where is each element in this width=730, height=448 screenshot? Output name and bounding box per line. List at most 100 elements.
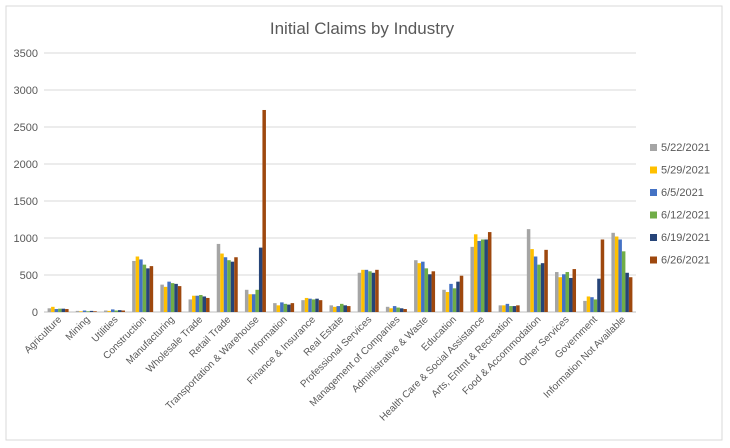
bar bbox=[93, 311, 97, 312]
bar bbox=[414, 260, 418, 312]
bar bbox=[149, 266, 154, 312]
bar bbox=[174, 283, 178, 312]
legend-label: 6/19/2021 bbox=[661, 232, 710, 244]
bar bbox=[421, 261, 425, 312]
bar bbox=[283, 303, 288, 312]
bar bbox=[234, 257, 238, 312]
y-tick-label: 3500 bbox=[14, 48, 38, 60]
bar bbox=[385, 306, 390, 312]
bar bbox=[336, 306, 340, 312]
legend: 5/22/2021 5/29/2021 6/5/2021 6/12/2021 6/19/… bbox=[650, 142, 710, 267]
bar bbox=[89, 310, 94, 312]
bar bbox=[343, 305, 347, 312]
bar bbox=[65, 309, 69, 312]
bar bbox=[262, 109, 266, 312]
bar bbox=[110, 309, 115, 312]
bar bbox=[333, 306, 337, 312]
bar bbox=[82, 310, 87, 312]
bar bbox=[177, 286, 182, 312]
y-tick-label: 500 bbox=[20, 270, 38, 282]
bar bbox=[459, 275, 464, 312]
bar bbox=[389, 308, 393, 312]
bar bbox=[540, 263, 545, 312]
bar bbox=[618, 239, 622, 312]
y-tick-label: 2000 bbox=[14, 159, 38, 171]
bar bbox=[216, 243, 221, 312]
legend-label: 6/5/2021 bbox=[661, 187, 704, 199]
bar bbox=[227, 260, 231, 312]
bar bbox=[565, 272, 570, 312]
bar bbox=[54, 309, 59, 312]
bar bbox=[114, 310, 118, 312]
bar bbox=[449, 283, 453, 312]
bar bbox=[255, 289, 259, 312]
bar bbox=[329, 305, 333, 312]
bar bbox=[188, 299, 193, 312]
bar bbox=[290, 303, 295, 312]
bar bbox=[347, 306, 351, 312]
bar bbox=[318, 300, 323, 312]
bar bbox=[139, 259, 143, 312]
legend-swatch bbox=[650, 256, 657, 264]
legend-label: 6/26/2021 bbox=[661, 255, 710, 267]
bar bbox=[364, 269, 369, 312]
bar bbox=[160, 284, 164, 312]
bar bbox=[442, 289, 446, 312]
bar bbox=[117, 310, 122, 312]
bar bbox=[375, 269, 379, 312]
bar bbox=[533, 256, 538, 312]
bar bbox=[562, 274, 566, 312]
bar bbox=[593, 299, 598, 312]
bar bbox=[47, 308, 52, 312]
y-axis-ticks: 0 500 1000 1500 2000 2500 3000 3500 bbox=[14, 48, 38, 319]
bar bbox=[403, 309, 407, 312]
bar bbox=[192, 295, 196, 312]
bar bbox=[163, 286, 168, 312]
bar bbox=[301, 300, 305, 312]
bar bbox=[61, 308, 66, 312]
bar bbox=[625, 272, 629, 312]
bar bbox=[572, 269, 577, 312]
bar bbox=[167, 281, 171, 312]
bar bbox=[276, 305, 281, 312]
bar bbox=[340, 303, 344, 312]
bar bbox=[431, 271, 436, 312]
bar bbox=[361, 269, 365, 312]
legend-label: 6/12/2021 bbox=[661, 210, 710, 222]
bars bbox=[47, 109, 633, 312]
bar bbox=[526, 229, 531, 312]
bar bbox=[244, 289, 249, 312]
y-tick-label: 1000 bbox=[14, 233, 38, 245]
bar bbox=[544, 249, 548, 312]
bar bbox=[223, 257, 228, 312]
bar bbox=[273, 303, 277, 312]
bar bbox=[502, 305, 506, 312]
bar bbox=[621, 251, 626, 312]
bar bbox=[452, 288, 457, 312]
y-tick-label: 2500 bbox=[14, 122, 38, 134]
bar bbox=[477, 240, 481, 312]
bar bbox=[248, 294, 252, 312]
bar bbox=[417, 263, 422, 312]
bar bbox=[251, 294, 256, 312]
y-tick-label: 1500 bbox=[14, 196, 38, 208]
y-tick-label: 0 bbox=[32, 307, 38, 319]
bar bbox=[428, 274, 432, 312]
bar bbox=[357, 272, 362, 312]
bar bbox=[473, 234, 478, 312]
legend-label: 5/29/2021 bbox=[661, 165, 710, 177]
bar bbox=[628, 277, 633, 312]
bar bbox=[470, 246, 474, 312]
bar bbox=[505, 303, 510, 312]
bar bbox=[287, 304, 291, 312]
bar bbox=[103, 310, 108, 312]
bar bbox=[509, 306, 513, 312]
bar bbox=[614, 236, 619, 312]
bar bbox=[202, 296, 207, 312]
bar bbox=[311, 299, 316, 312]
bar bbox=[206, 297, 210, 312]
legend-label: 5/22/2021 bbox=[661, 142, 710, 154]
bar bbox=[315, 298, 319, 312]
legend-swatch bbox=[650, 234, 657, 241]
